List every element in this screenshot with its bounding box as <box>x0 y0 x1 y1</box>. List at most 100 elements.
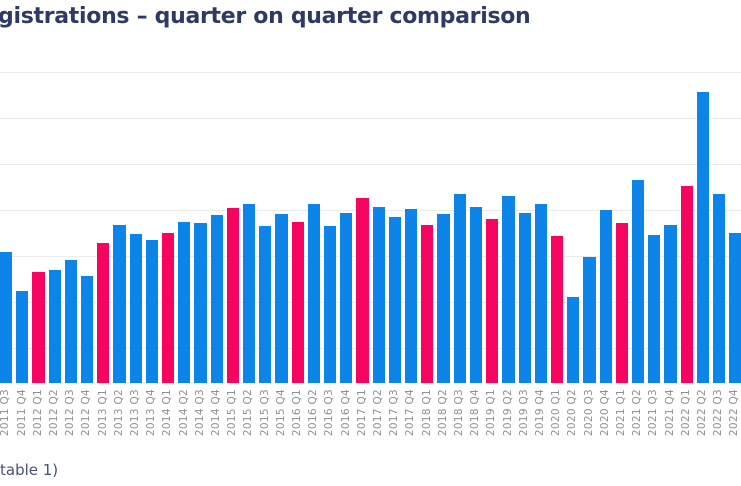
bar[interactable] <box>340 213 353 383</box>
bar[interactable] <box>453 194 466 383</box>
x-axis-tick-label: 2018 Q3 <box>453 389 466 437</box>
bar[interactable] <box>16 291 29 383</box>
bar[interactable] <box>421 225 434 383</box>
bar[interactable] <box>324 226 337 383</box>
bar[interactable] <box>178 222 191 383</box>
x-axis-tick: 2020 Q1 <box>550 389 563 449</box>
bar[interactable] <box>486 219 499 383</box>
bar[interactable] <box>259 226 272 383</box>
x-axis-tick-label: 2013 Q1 <box>96 389 109 437</box>
x-axis-tick-label: 2016 Q4 <box>339 389 352 437</box>
x-axis-tick: 2015 Q2 <box>242 389 255 449</box>
bar[interactable] <box>599 210 612 383</box>
bar[interactable] <box>48 270 61 383</box>
x-axis-tick: 2019 Q4 <box>534 389 547 449</box>
bar[interactable] <box>550 236 564 383</box>
x-axis-tick-label: 2014 Q4 <box>209 389 222 437</box>
x-axis-tick-label: 2019 Q4 <box>534 389 547 437</box>
bar[interactable] <box>583 257 596 383</box>
x-axis-tick: 2022 Q1 <box>679 389 693 449</box>
x-axis-tick-label: 2011 Q3 <box>0 389 12 437</box>
x-axis-tick: 2020 Q2 <box>566 389 579 449</box>
bar[interactable] <box>712 194 726 383</box>
x-axis-tick: 2012 Q1 <box>32 389 44 449</box>
x-axis-tick-label: 2017 Q1 <box>355 389 368 437</box>
x-axis-tick: 2012 Q3 <box>64 389 77 449</box>
x-axis-tick-label: 2022 Q1 <box>679 389 692 437</box>
bar[interactable] <box>32 272 45 383</box>
x-axis-tick: 2013 Q2 <box>113 389 125 449</box>
x-axis-tick: 2021 Q3 <box>647 389 660 449</box>
x-axis-tick-label: 2022 Q3 <box>712 389 725 437</box>
bar[interactable] <box>243 204 256 383</box>
x-axis-tick: 2012 Q2 <box>48 389 61 449</box>
bar[interactable] <box>405 209 418 383</box>
bar[interactable] <box>226 208 240 383</box>
bar[interactable] <box>696 92 709 383</box>
x-axis-tick-label: 2020 Q3 <box>582 389 595 437</box>
x-axis-tick: 2016 Q1 <box>291 389 304 449</box>
bar[interactable] <box>680 186 693 383</box>
x-axis-tick: 2017 Q2 <box>372 389 385 449</box>
bar[interactable] <box>469 207 483 383</box>
x-axis-tick-label: 2019 Q2 <box>501 389 514 437</box>
bar[interactable] <box>437 214 450 383</box>
x-axis-tick-label: 2016 Q3 <box>323 389 336 437</box>
bar[interactable] <box>307 204 321 383</box>
bar[interactable] <box>372 207 385 383</box>
bar[interactable] <box>0 252 13 383</box>
bar[interactable] <box>97 243 110 383</box>
x-axis-tick-label: 2017 Q3 <box>388 389 401 437</box>
x-axis-tick: 2021 Q4 <box>664 389 676 449</box>
gridline <box>0 348 741 349</box>
bar[interactable] <box>291 222 304 383</box>
bars-row <box>0 72 741 383</box>
x-axis-tick-label: 2011 Q4 <box>15 389 28 437</box>
x-axis-tick-label: 2018 Q2 <box>436 389 449 437</box>
x-axis-tick: 2013 Q4 <box>145 389 158 449</box>
bar[interactable] <box>615 223 628 383</box>
x-axis-tick: 2015 Q3 <box>259 389 271 449</box>
x-axis-tick-label: 2020 Q2 <box>566 389 579 437</box>
bar[interactable] <box>81 276 94 383</box>
bar[interactable] <box>162 233 175 383</box>
x-axis-tick-label: 2020 Q4 <box>598 389 611 437</box>
x-axis-tick: 2011 Q4 <box>16 389 28 449</box>
gridline <box>0 210 741 211</box>
bar[interactable] <box>194 223 207 383</box>
bar[interactable] <box>518 213 531 383</box>
bar[interactable] <box>64 260 78 383</box>
x-axis-tick: 2019 Q1 <box>485 389 498 449</box>
bar[interactable] <box>567 297 580 383</box>
bar[interactable] <box>356 198 369 383</box>
x-axis-tick: 2015 Q4 <box>275 389 287 449</box>
bar[interactable] <box>275 214 288 383</box>
bar[interactable] <box>145 240 159 383</box>
bar[interactable] <box>631 180 645 383</box>
x-axis-tick: 2016 Q3 <box>323 389 336 449</box>
x-axis-tick-label: 2022 Q4 <box>728 389 741 437</box>
x-axis-tick: 2018 Q2 <box>437 389 449 449</box>
bar[interactable] <box>502 196 515 383</box>
bar[interactable] <box>210 215 223 383</box>
x-axis-tick-label: 2022 Q2 <box>696 389 709 437</box>
x-axis-tick-label: 2017 Q2 <box>372 389 384 437</box>
x-axis-tick: 2016 Q2 <box>307 389 320 449</box>
bar[interactable] <box>648 235 661 383</box>
bar[interactable] <box>729 233 741 383</box>
x-axis-labels: 2011 Q3 2011 Q4 2012 Q1 2012 Q2 2012 Q3 2012 … <box>0 389 741 449</box>
bar[interactable] <box>664 225 677 383</box>
bar[interactable] <box>388 217 402 383</box>
x-axis-tick-label: 2015 Q1 <box>226 389 239 437</box>
x-axis-tick-label: 2015 Q4 <box>274 389 287 437</box>
bar[interactable] <box>129 234 142 383</box>
x-axis-tick: 2018 Q1 <box>421 389 433 449</box>
x-axis-tick: 2019 Q2 <box>502 389 514 449</box>
x-axis-tick-label: 2021 Q4 <box>663 389 676 437</box>
bar[interactable] <box>113 225 126 383</box>
bar[interactable] <box>534 204 547 383</box>
x-axis-tick-label: 2017 Q4 <box>404 389 417 437</box>
x-axis-tick: 2022 Q2 <box>696 389 709 449</box>
